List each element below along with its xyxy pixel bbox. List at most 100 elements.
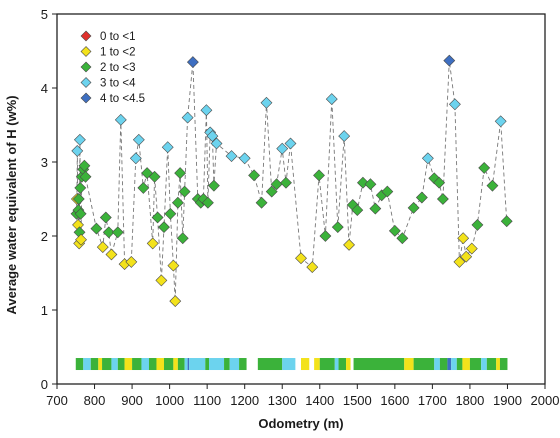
strip-segment <box>124 358 133 371</box>
y-tick-label: 5 <box>41 7 48 22</box>
x-tick-label: 1400 <box>305 393 334 408</box>
data-point <box>265 185 278 198</box>
data-point <box>167 259 180 272</box>
y-tick-label: 4 <box>41 81 48 96</box>
data-point <box>171 196 184 209</box>
data-point <box>460 250 473 263</box>
legend-marker <box>80 46 92 57</box>
data-point <box>206 130 219 143</box>
data-point <box>457 232 470 245</box>
strip-segment <box>439 358 448 371</box>
x-tick-label: 1900 <box>493 393 522 408</box>
strip-segment <box>117 358 125 371</box>
data-point <box>72 193 85 205</box>
data-point <box>111 226 124 239</box>
odometry-strip <box>75 358 508 371</box>
data-point <box>169 295 182 308</box>
legend-marker <box>80 92 92 104</box>
strip-segment <box>301 358 310 371</box>
strip-segment <box>334 358 339 371</box>
data-point <box>238 152 251 165</box>
legend-item: 0 to <1 <box>80 30 136 43</box>
data-point <box>151 211 164 224</box>
data-point <box>364 178 377 191</box>
x-tick-label: 1300 <box>268 393 297 408</box>
data-point <box>207 179 220 192</box>
strip-segment <box>141 358 149 371</box>
legend-label: 2 to <3 <box>100 62 136 74</box>
data-point <box>494 115 507 128</box>
strip-segment <box>173 358 178 371</box>
strip-segment <box>496 358 500 371</box>
x-tick-label: 1800 <box>455 393 484 408</box>
x-axis-label: Odometry (m) <box>258 416 343 431</box>
data-point <box>225 150 238 163</box>
strip-segment <box>187 358 190 371</box>
y-tick-label: 3 <box>41 155 48 170</box>
data-point <box>125 255 138 268</box>
strip-segment <box>338 358 347 371</box>
strip-segment <box>148 358 157 371</box>
strip-segment <box>229 358 240 371</box>
data-point <box>436 193 449 205</box>
data-point <box>99 211 112 224</box>
data-point <box>178 185 191 198</box>
data-point <box>181 111 194 124</box>
legend-item: 3 to <4 <box>80 77 136 90</box>
x-tick-label: 1700 <box>418 393 447 408</box>
data-point <box>176 232 189 245</box>
data-point <box>255 196 268 209</box>
data-point <box>396 232 409 245</box>
x-tick-label: 1200 <box>230 393 259 408</box>
data-point <box>155 274 168 287</box>
strip-segment <box>111 358 118 371</box>
strip-segment <box>83 358 91 371</box>
strip-segment <box>481 358 487 371</box>
data-point <box>284 137 297 150</box>
data-point <box>280 176 292 189</box>
x-tick-label: 1500 <box>343 393 372 408</box>
data-point <box>313 169 325 182</box>
strip-segment <box>163 358 174 371</box>
data-point <box>270 178 283 191</box>
data-point <box>421 152 434 165</box>
legend-label: 3 to <4 <box>100 78 136 90</box>
data-point <box>79 170 92 183</box>
strip-segment <box>404 358 414 371</box>
strip-segment <box>209 358 225 371</box>
legend-item: 2 to <3 <box>80 61 136 74</box>
data-point <box>369 202 382 215</box>
strip-segment <box>98 358 103 371</box>
data-point <box>248 169 261 182</box>
legend-marker <box>80 77 92 88</box>
legend-item: 4 to <4.5 <box>80 92 145 105</box>
data-point <box>164 207 177 220</box>
data-point <box>306 261 319 274</box>
strip-segment <box>156 358 164 371</box>
data-point <box>453 255 466 268</box>
strip-segment <box>469 358 482 371</box>
strip-segment <box>239 358 247 371</box>
legend-marker <box>80 61 92 73</box>
data-points <box>70 54 513 308</box>
data-point <box>71 144 84 157</box>
data-point <box>443 54 456 67</box>
data-point <box>90 222 103 235</box>
strip-segment <box>319 358 335 371</box>
data-point <box>415 191 428 204</box>
data-point <box>174 167 187 180</box>
y-axis-label: Average water equivalent of H (w%) <box>4 95 19 314</box>
strip-segment <box>462 358 470 371</box>
data-point <box>105 248 118 261</box>
x-tick-label: 900 <box>121 393 143 408</box>
data-point <box>260 96 273 109</box>
strip-segment <box>314 358 320 371</box>
y-tick-label: 1 <box>41 303 48 318</box>
data-point <box>357 176 369 189</box>
data-point <box>75 233 87 246</box>
data-point <box>465 242 478 255</box>
strip-segment <box>184 358 188 371</box>
data-point <box>201 196 214 209</box>
data-point <box>471 218 484 231</box>
